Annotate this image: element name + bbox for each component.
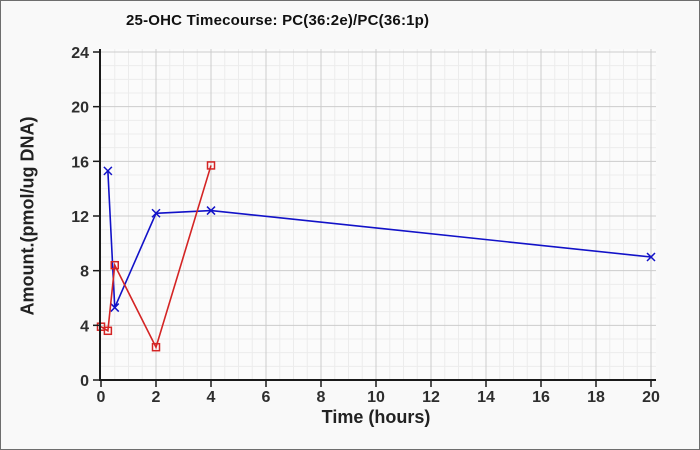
- y-tick-label: 12: [71, 209, 89, 226]
- x-tick-label: 12: [422, 389, 440, 406]
- blue-x-series-marker-x: [103, 166, 113, 176]
- x-tick-label: 4: [207, 389, 216, 406]
- blue-x-series-marker-x: [206, 206, 216, 216]
- chart-title: 25-OHC Timecourse: PC(36:2e)/PC(36:1p): [126, 12, 430, 29]
- x-tick-label: 2: [152, 389, 161, 406]
- x-tick-label: 10: [367, 389, 385, 406]
- x-tick-label: 8: [317, 389, 326, 406]
- red-square-series-marker-square: [151, 342, 161, 352]
- x-tick-label: 16: [532, 389, 550, 406]
- y-tick-label: 4: [80, 318, 89, 335]
- x-tick-label: 6: [262, 389, 271, 406]
- x-axis-label: Time (hours): [321, 407, 431, 427]
- x-tick-label: 0: [97, 389, 106, 406]
- red-square-series-marker-square: [206, 161, 216, 170]
- plot-background: [101, 49, 656, 380]
- x-tick-label: 18: [587, 389, 605, 406]
- y-tick-label: 8: [80, 264, 89, 281]
- red-square-series-marker-square: [103, 326, 113, 336]
- y-tick-label: 20: [71, 100, 89, 117]
- red-square-series-line: [100, 165, 212, 350]
- x-tick-label: 20: [642, 389, 660, 406]
- red-square-series-marker-square: [110, 260, 119, 270]
- y-tick-label: 16: [71, 154, 89, 171]
- x-tick-label: 14: [477, 389, 495, 406]
- y-tick-label: 24: [71, 45, 89, 62]
- blue-x-series-marker-x: [646, 252, 656, 262]
- y-tick-label: 0: [80, 373, 89, 390]
- blue-x-series-marker-x: [110, 303, 120, 313]
- blue-x-series-marker-x: [151, 208, 161, 218]
